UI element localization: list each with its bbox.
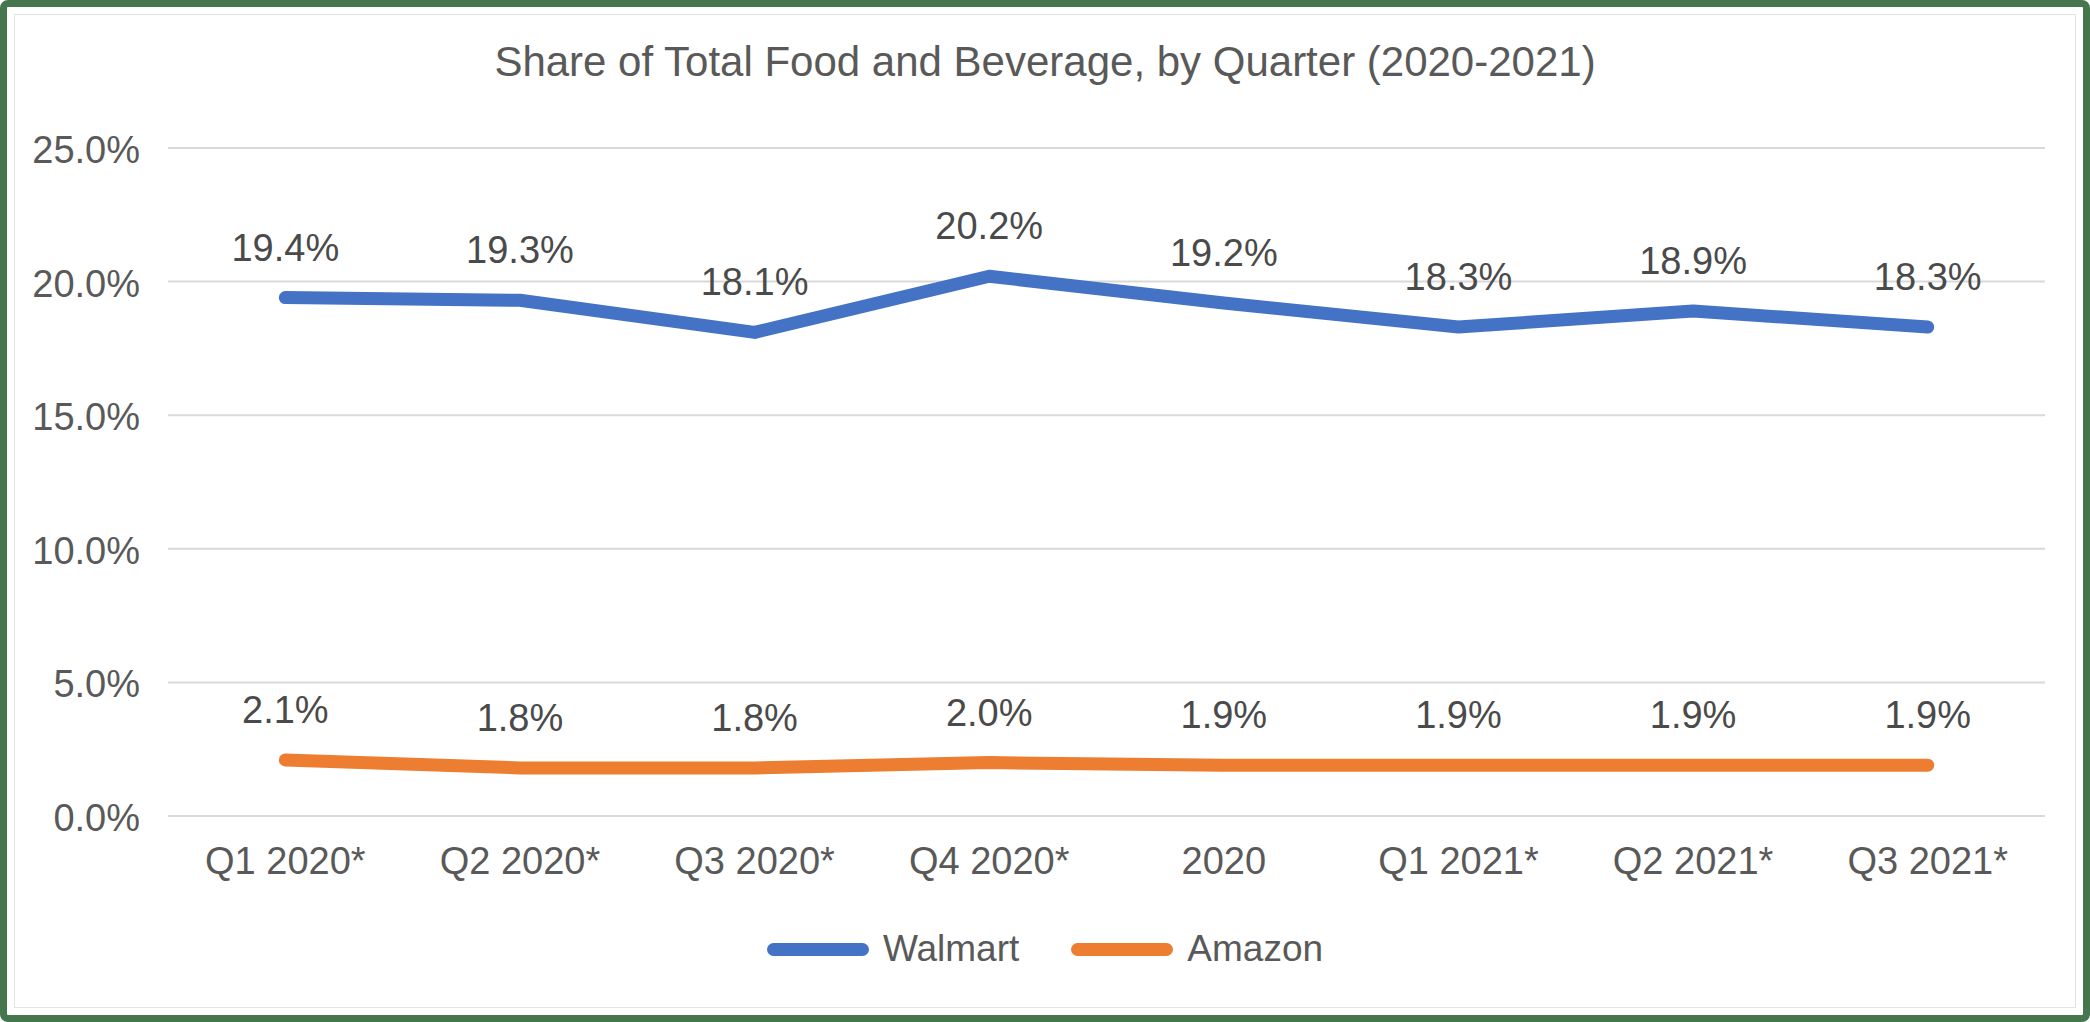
y-axis-tick-label: 5.0% xyxy=(53,663,140,705)
walmart-legend-label: Walmart xyxy=(883,928,1019,970)
amazon-data-label: 1.8% xyxy=(477,697,564,739)
y-axis-tick-label: 20.0% xyxy=(32,263,140,305)
walmart-data-label: 18.1% xyxy=(701,261,809,303)
x-axis-tick-label: Q1 2021* xyxy=(1378,840,1539,882)
x-axis-tick-label: Q2 2020* xyxy=(440,840,601,882)
amazon-legend-label: Amazon xyxy=(1187,928,1323,970)
amazon-line xyxy=(285,760,1927,768)
x-axis-tick-label: Q3 2021* xyxy=(1847,840,2008,882)
amazon-data-label: 2.1% xyxy=(242,689,329,731)
x-axis-tick-label: Q1 2020* xyxy=(205,840,366,882)
chart-legend: Walmart Amazon xyxy=(0,928,2090,970)
amazon-data-label: 1.9% xyxy=(1650,694,1737,736)
amazon-data-label: 1.9% xyxy=(1415,694,1502,736)
walmart-data-label: 18.3% xyxy=(1874,256,1982,298)
amazon-line-swatch xyxy=(1071,943,1173,956)
walmart-line xyxy=(285,276,1927,332)
walmart-data-label: 19.4% xyxy=(231,227,339,269)
amazon-data-label: 1.9% xyxy=(1884,694,1971,736)
x-axis-tick-label: Q3 2020* xyxy=(674,840,835,882)
walmart-line-swatch xyxy=(767,943,869,956)
amazon-data-label: 2.0% xyxy=(946,692,1033,734)
legend-item-amazon: Amazon xyxy=(1071,928,1323,970)
amazon-data-label: 1.9% xyxy=(1181,694,1268,736)
line-chart-plot-area: 0.0% 5.0% 10.0% 15.0% 20.0% 25.0% Q1 2020* Q2 2… xyxy=(0,0,2090,1022)
chart-stage: Share of Total Food and Beverage, by Qua… xyxy=(0,0,2090,1022)
walmart-data-label: 19.3% xyxy=(466,229,574,271)
legend-item-walmart: Walmart xyxy=(767,928,1019,970)
y-axis-tick-label: 25.0% xyxy=(32,129,140,171)
walmart-data-label: 18.9% xyxy=(1639,240,1747,282)
y-axis-tick-label: 0.0% xyxy=(53,797,140,839)
y-axis-tick-label: 10.0% xyxy=(32,530,140,572)
walmart-data-label: 18.3% xyxy=(1405,256,1513,298)
y-axis-tick-label: 15.0% xyxy=(32,396,140,438)
walmart-data-label: 19.2% xyxy=(1170,232,1278,274)
x-axis-tick-label: 2020 xyxy=(1182,840,1267,882)
x-axis-tick-label: Q2 2021* xyxy=(1613,840,1774,882)
walmart-data-label: 20.2% xyxy=(935,205,1043,247)
amazon-data-label: 1.8% xyxy=(711,697,798,739)
x-axis-tick-label: Q4 2020* xyxy=(909,840,1070,882)
